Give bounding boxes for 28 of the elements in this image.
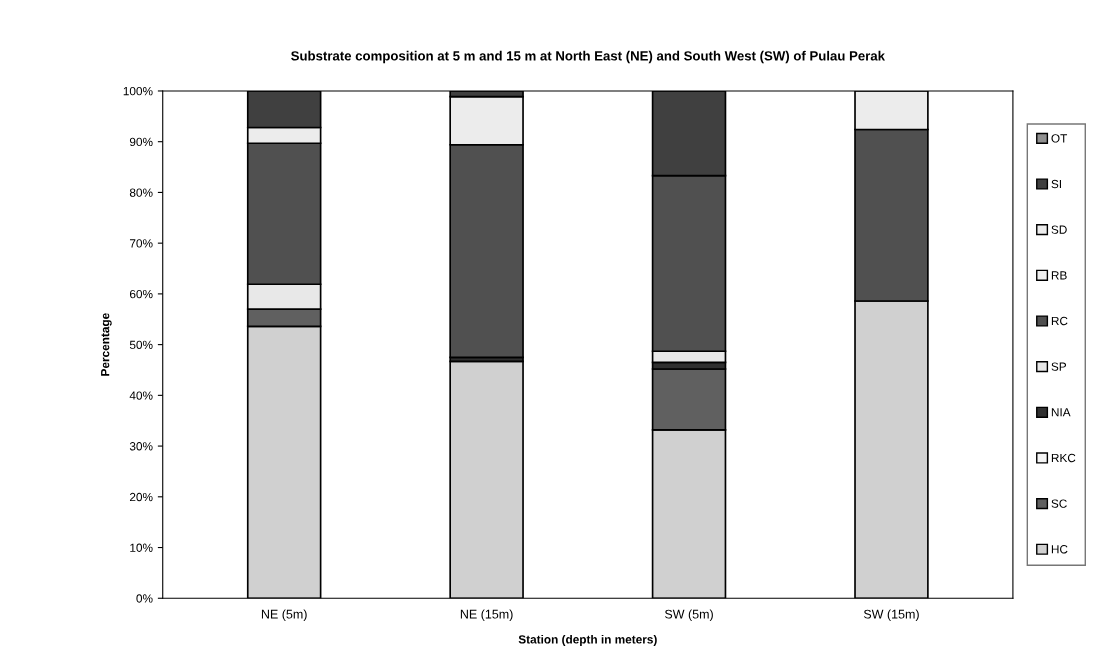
y-tick-label: 0% bbox=[136, 594, 153, 603]
x-tick-label: SW (5m) bbox=[664, 609, 713, 622]
legend-label: SC bbox=[1051, 499, 1067, 508]
y-tick-label: 60% bbox=[129, 289, 153, 299]
legend-label: RKC bbox=[1051, 453, 1076, 463]
y-tick-label: 100% bbox=[123, 87, 153, 96]
legend-label: OT bbox=[1051, 134, 1068, 143]
legend-label: RB bbox=[1051, 271, 1067, 280]
y-tick-label: 20% bbox=[129, 492, 153, 502]
x-tick-label: NE (5m) bbox=[261, 609, 307, 622]
legend-label: NIA bbox=[1051, 408, 1071, 417]
y-axis-title: Percentage bbox=[101, 313, 112, 376]
y-tick-label: 10% bbox=[130, 543, 153, 552]
y-tick-label: 90% bbox=[129, 137, 153, 147]
y-tick-label: 70% bbox=[129, 239, 153, 248]
y-tick-label: 30% bbox=[129, 442, 153, 451]
y-tick-label: 50% bbox=[129, 340, 153, 350]
x-tick-label: SW (15m) bbox=[863, 609, 919, 622]
chart-title: Substrate composition at 5 m and 15 m at North East (NE) and South West (SW) of Pulau Perak bbox=[291, 50, 886, 64]
legend-label: RC bbox=[1051, 316, 1068, 326]
x-tick-label: NE (15m) bbox=[460, 609, 513, 622]
y-tick-label: 80% bbox=[129, 188, 153, 197]
legend-label: SI bbox=[1051, 179, 1061, 189]
legend-label: HC bbox=[1051, 545, 1068, 554]
legend-label: SP bbox=[1051, 362, 1067, 371]
legend-label: SD bbox=[1051, 225, 1067, 234]
x-axis-title: Station (depth in meters) bbox=[518, 634, 657, 646]
y-tick-label: 40% bbox=[129, 391, 153, 400]
